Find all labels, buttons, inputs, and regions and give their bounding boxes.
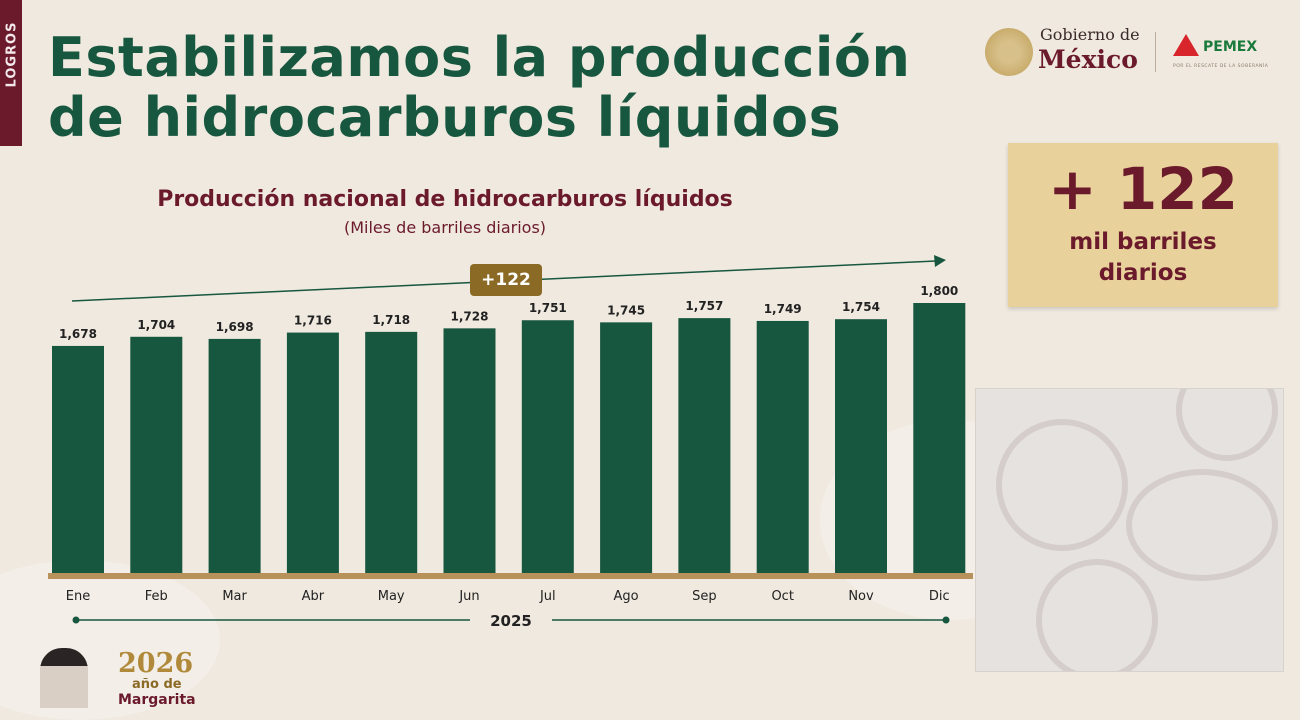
pemex-logo: PEMEX bbox=[1203, 39, 1258, 55]
kpi-value: + 122 bbox=[1048, 155, 1238, 223]
bar-ago bbox=[600, 322, 653, 573]
x-axis-baseline bbox=[48, 573, 973, 579]
bar-chart: 1,678 Ene 1,704 Feb 1,698 Mar 1,716 Abr 1,718 May… bbox=[48, 255, 973, 624]
data-label: 1,800 bbox=[920, 284, 958, 298]
data-label: 1,749 bbox=[764, 302, 802, 316]
background-ornament bbox=[0, 560, 220, 720]
footer-line3: Margarita bbox=[118, 692, 196, 708]
x-tick-label: Sep bbox=[692, 589, 717, 604]
section-tab: LOGROS bbox=[0, 0, 22, 146]
data-label: 1,754 bbox=[842, 300, 880, 314]
x-tick-label: Ago bbox=[614, 589, 639, 604]
page-title: Estabilizamos la producción de hidrocarbu… bbox=[48, 28, 910, 148]
bar-oct bbox=[756, 320, 809, 573]
chart-subtitle: (Miles de barriles diarios) bbox=[343, 218, 547, 237]
bar-may bbox=[365, 331, 418, 573]
year-span-start-dot bbox=[72, 616, 80, 624]
data-label: 1,751 bbox=[529, 301, 567, 315]
page-title-line1: Estabilizamos la producción bbox=[48, 26, 911, 89]
logo-divider bbox=[1155, 32, 1156, 72]
page-title-line2: de hidrocarburos líquidos bbox=[48, 86, 842, 149]
x-tick-label: Abr bbox=[302, 589, 325, 604]
x-axis-label: 2025 bbox=[470, 612, 552, 630]
x-tick-label: Oct bbox=[771, 589, 793, 604]
data-label: 1,728 bbox=[451, 309, 489, 323]
kpi-unit-line2: diarios bbox=[1098, 260, 1188, 286]
year-span-end-dot bbox=[942, 616, 950, 624]
footer-year: 2026 bbox=[118, 648, 194, 679]
data-label: 1,678 bbox=[59, 327, 97, 341]
chart-title: Producción nacional de hidrocarburos líq… bbox=[157, 187, 733, 212]
bar-feb bbox=[130, 336, 183, 573]
data-label: 1,704 bbox=[137, 318, 175, 332]
portrait-image bbox=[40, 648, 88, 708]
x-tick-label: Mar bbox=[222, 589, 247, 604]
x-tick-label: Nov bbox=[848, 589, 874, 604]
data-label: 1,716 bbox=[294, 314, 332, 328]
data-label: 1,745 bbox=[607, 303, 645, 317]
data-label: 1,757 bbox=[685, 299, 723, 313]
bar-ene bbox=[52, 345, 104, 573]
decorative-pattern-panel bbox=[975, 388, 1284, 672]
x-tick-label: Ene bbox=[66, 589, 90, 604]
trend-arrowhead-icon bbox=[934, 255, 946, 267]
bar-jun bbox=[443, 328, 496, 573]
gobierno-logo-line2: México bbox=[1038, 45, 1138, 74]
data-label: 1,698 bbox=[216, 320, 254, 334]
header-logos: Gobierno de México PEMEX POR EL RESCATE … bbox=[985, 26, 1285, 82]
kpi-card: + 122 mil barriles diarios bbox=[1008, 143, 1278, 307]
bar-mar bbox=[208, 338, 261, 573]
x-tick-label: Jun bbox=[458, 589, 479, 604]
x-tick-label: May bbox=[378, 589, 405, 604]
footer-line2: año de bbox=[132, 677, 182, 692]
bar-sep bbox=[678, 318, 731, 573]
x-tick-label: Dic bbox=[929, 589, 950, 604]
bar-dic bbox=[913, 303, 966, 573]
pemex-tagline: POR EL RESCATE DE LA SOBERANÍA bbox=[1173, 64, 1269, 69]
gobierno-logo-line1: Gobierno de bbox=[1040, 25, 1140, 44]
data-label: 1,718 bbox=[372, 313, 410, 327]
bar-jul bbox=[521, 320, 574, 573]
x-tick-label: Feb bbox=[145, 589, 168, 604]
pemex-eagle-icon bbox=[1173, 34, 1199, 56]
national-seal-icon bbox=[985, 28, 1033, 76]
x-tick-label: Jul bbox=[539, 589, 556, 604]
bar-nov bbox=[835, 319, 887, 573]
kpi-unit-line1: mil barriles bbox=[1069, 229, 1217, 255]
trend-badge: +122 bbox=[470, 264, 542, 296]
bar-abr bbox=[286, 332, 339, 573]
